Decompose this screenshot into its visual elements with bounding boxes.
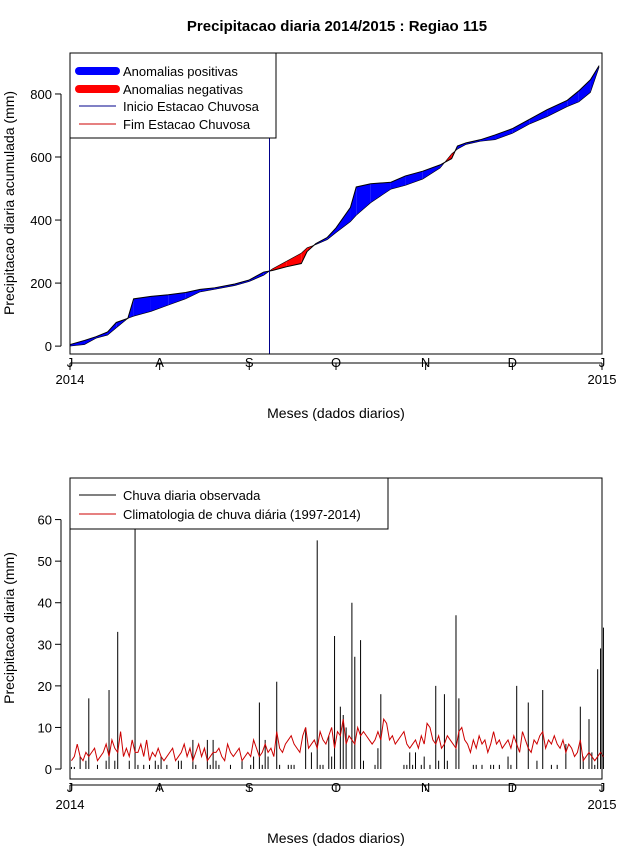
x-tick-label: O bbox=[331, 355, 341, 370]
x-axis: J 2014 A S O N D J 2015 bbox=[56, 355, 617, 387]
climatology-line bbox=[71, 717, 604, 763]
positive-anomaly-area bbox=[370, 182, 391, 203]
positive-anomaly-area bbox=[422, 164, 441, 180]
x-tick-label: S bbox=[245, 355, 254, 370]
climatology-cumulative-line bbox=[69, 67, 600, 347]
positive-anomaly-area bbox=[84, 336, 97, 345]
positive-anomaly-area bbox=[547, 100, 568, 117]
y-tick-label: 0 bbox=[45, 339, 52, 354]
legend-box bbox=[69, 477, 389, 530]
negative-anomaly-area bbox=[286, 253, 302, 267]
x-year-label: 2015 bbox=[588, 797, 617, 812]
y-tick-label: 50 bbox=[38, 554, 52, 569]
x-axis-label: Meses (dados diarios) bbox=[267, 405, 405, 421]
positive-anomaly-area bbox=[185, 289, 201, 299]
y-tick-label: 0 bbox=[45, 762, 52, 777]
y-axis: 0 200 400 600 800 bbox=[30, 87, 62, 354]
positive-anomaly-area bbox=[529, 109, 548, 124]
x-tick-label: J bbox=[599, 780, 606, 795]
positive-anomaly-area bbox=[168, 292, 186, 306]
y-tick-label: 30 bbox=[38, 637, 52, 652]
positive-anomaly-area bbox=[107, 322, 117, 336]
x-tick-label: N bbox=[421, 780, 430, 795]
positive-anomaly-area bbox=[356, 183, 371, 216]
legend: Chuva diaria observada Climatologia de c… bbox=[69, 477, 389, 530]
positive-anomaly-area bbox=[567, 90, 579, 107]
x-tick-label: J bbox=[67, 355, 74, 370]
y-tick-label: 600 bbox=[30, 150, 52, 165]
legend-label-end: Fim Estacao Chuvosa bbox=[123, 117, 251, 132]
y-tick-label: 800 bbox=[30, 87, 52, 102]
x-tick-label: A bbox=[155, 355, 164, 370]
positive-anomaly-area bbox=[495, 128, 513, 140]
positive-anomaly-area bbox=[578, 79, 591, 102]
positive-anomaly-area bbox=[133, 296, 151, 317]
cumulative-precipitation-chart: Precipitacao diaria 2014/2015 : Regiao 1… bbox=[1, 18, 616, 421]
y-tick-label: 20 bbox=[38, 679, 52, 694]
y-tick-label: 40 bbox=[38, 596, 52, 611]
x-tick-label: D bbox=[508, 780, 517, 795]
x-tick-label: A bbox=[155, 780, 164, 795]
y-tick-label: 10 bbox=[38, 720, 52, 735]
x-tick-label: D bbox=[508, 355, 517, 370]
legend: Anomalias positivas Anomalias negativas … bbox=[69, 52, 277, 139]
y-tick-label: 200 bbox=[30, 276, 52, 291]
positive-anomaly-area bbox=[350, 186, 357, 222]
y-tick-label: 400 bbox=[30, 213, 52, 228]
daily-precipitation-chart: 0 10 20 30 40 50 60 J 2014 A S O N D J 2015 Precipitac… bbox=[1, 477, 617, 846]
y-axis-label: Precipitacao diaria (mm) bbox=[1, 552, 17, 704]
negative-anomaly-area bbox=[272, 261, 287, 271]
x-axis: J 2014 A S O N D J 2015 bbox=[56, 780, 617, 812]
x-tick-label: S bbox=[245, 780, 254, 795]
legend-label-climatology: Climatologia de chuva diária (1997-2014) bbox=[123, 507, 361, 522]
x-tick-label: J bbox=[67, 780, 74, 795]
legend-label-positive: Anomalias positivas bbox=[123, 64, 238, 79]
x-tick-label: N bbox=[421, 355, 430, 370]
legend-label-onset: Inicio Estacao Chuvosa bbox=[123, 99, 260, 114]
positive-anomaly-area bbox=[457, 142, 467, 150]
positive-anomaly-area bbox=[200, 287, 215, 292]
x-year-label: 2015 bbox=[588, 372, 617, 387]
x-tick-label: O bbox=[331, 780, 341, 795]
plot-frame bbox=[69, 52, 603, 355]
y-axis-label: Precipitacao diaria acumulada (mm) bbox=[1, 91, 17, 315]
legend-label-negative: Anomalias negativas bbox=[123, 82, 243, 97]
x-axis-label: Meses (dados diarios) bbox=[267, 830, 405, 846]
x-year-label: 2014 bbox=[56, 372, 85, 387]
legend-label-observed: Chuva diaria observada bbox=[123, 488, 261, 503]
positive-anomaly-area bbox=[512, 119, 530, 134]
positive-anomaly-area bbox=[150, 294, 169, 312]
x-year-label: 2014 bbox=[56, 797, 85, 812]
y-axis: 0 10 20 30 40 50 60 bbox=[38, 513, 62, 777]
observed-cumulative-line bbox=[69, 65, 600, 346]
positive-anomaly-area bbox=[336, 207, 351, 233]
x-tick-label: J bbox=[599, 355, 606, 370]
positive-anomaly-area bbox=[390, 175, 406, 190]
cumulative-lines bbox=[69, 65, 600, 347]
y-tick-label: 60 bbox=[38, 513, 52, 528]
chart-title: Precipitacao diaria 2014/2015 : Regiao 1… bbox=[187, 18, 487, 35]
